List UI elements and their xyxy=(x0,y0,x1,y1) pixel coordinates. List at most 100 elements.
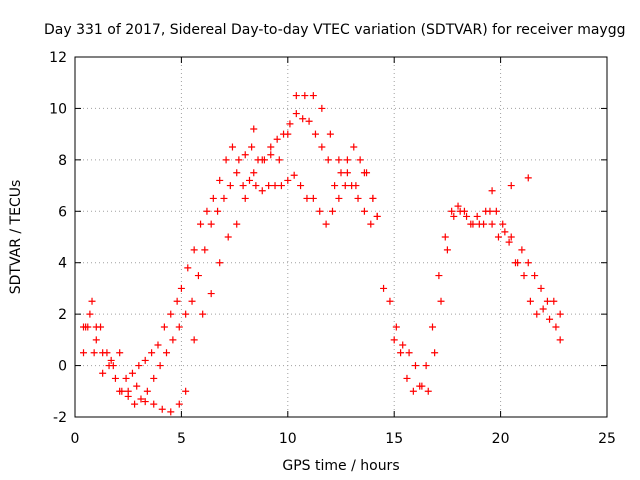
data-point xyxy=(301,92,309,100)
data-point xyxy=(150,400,158,408)
data-point xyxy=(443,246,451,254)
x-tick-label: 5 xyxy=(177,431,186,447)
data-point xyxy=(531,272,539,280)
data-point xyxy=(448,207,456,215)
data-point xyxy=(488,220,496,228)
data-point xyxy=(156,362,164,370)
data-point xyxy=(207,220,215,228)
data-point xyxy=(546,315,554,323)
data-point xyxy=(216,259,224,267)
x-tick-label: 15 xyxy=(385,431,403,447)
data-point xyxy=(88,297,96,305)
data-point xyxy=(450,212,458,220)
data-point xyxy=(507,233,515,241)
data-point xyxy=(233,220,241,228)
data-point xyxy=(360,169,368,177)
data-point xyxy=(137,395,145,403)
x-axis-label: GPS time / hours xyxy=(282,458,399,474)
data-point xyxy=(111,374,119,382)
data-point xyxy=(533,310,541,318)
data-point xyxy=(556,310,564,318)
data-point xyxy=(543,297,551,305)
data-point xyxy=(335,194,343,202)
data-point xyxy=(99,369,107,377)
y-tick-label: 2 xyxy=(58,307,67,323)
data-point xyxy=(316,207,324,215)
data-point xyxy=(284,130,292,138)
data-point xyxy=(150,374,158,382)
data-point xyxy=(90,349,98,357)
data-point xyxy=(271,182,279,190)
data-point xyxy=(290,171,298,179)
data-point xyxy=(505,238,513,246)
data-point xyxy=(267,151,275,159)
data-point xyxy=(467,220,475,228)
data-point xyxy=(92,336,100,344)
data-point xyxy=(207,290,215,298)
data-point xyxy=(267,143,275,151)
data-point xyxy=(201,246,209,254)
data-point xyxy=(480,220,488,228)
data-point xyxy=(182,387,190,395)
chart-title: Day 331 of 2017, Sidereal Day-to-day VTE… xyxy=(44,22,626,38)
data-point xyxy=(173,297,181,305)
data-point xyxy=(167,408,175,416)
data-point xyxy=(411,362,419,370)
data-point xyxy=(486,207,494,215)
data-point xyxy=(386,297,394,305)
data-point xyxy=(163,349,171,357)
data-point xyxy=(324,156,332,164)
data-point xyxy=(524,174,532,182)
data-point xyxy=(241,151,249,159)
data-point xyxy=(524,259,532,267)
data-point xyxy=(175,400,183,408)
y-axis-label: SDTVAR / TECUs xyxy=(8,180,24,295)
x-tick-label: 10 xyxy=(279,431,297,447)
data-point xyxy=(82,323,90,331)
data-point xyxy=(303,194,311,202)
data-point xyxy=(248,143,256,151)
data-point xyxy=(116,349,124,357)
data-point xyxy=(133,382,141,390)
data-point xyxy=(494,233,502,241)
data-point xyxy=(233,169,241,177)
data-point xyxy=(224,233,232,241)
data-point xyxy=(141,398,149,406)
data-point xyxy=(492,207,500,215)
data-point xyxy=(429,323,437,331)
data-point xyxy=(499,220,507,228)
data-point xyxy=(473,212,481,220)
data-point xyxy=(354,194,362,202)
data-point xyxy=(277,182,285,190)
data-point xyxy=(454,202,462,210)
data-point xyxy=(148,349,156,357)
data-point xyxy=(424,387,432,395)
data-point xyxy=(220,194,228,202)
data-point xyxy=(245,176,253,184)
data-point xyxy=(309,194,317,202)
data-point xyxy=(175,323,183,331)
data-point xyxy=(437,297,445,305)
data-point xyxy=(537,284,545,292)
data-point xyxy=(284,176,292,184)
data-point xyxy=(460,207,468,215)
data-point xyxy=(273,135,281,143)
data-point xyxy=(422,362,430,370)
data-point xyxy=(399,341,407,349)
data-point xyxy=(216,176,224,184)
y-tick-label: -2 xyxy=(53,410,67,426)
data-point xyxy=(169,336,177,344)
data-point xyxy=(539,305,547,313)
data-point xyxy=(322,220,330,228)
y-tick-label: 0 xyxy=(58,359,67,375)
data-point xyxy=(203,207,211,215)
data-point xyxy=(403,374,411,382)
data-point xyxy=(286,120,294,128)
data-point xyxy=(160,323,168,331)
data-point xyxy=(511,259,519,267)
x-tick-label: 20 xyxy=(492,431,510,447)
data-point xyxy=(239,182,247,190)
data-point xyxy=(131,400,139,408)
